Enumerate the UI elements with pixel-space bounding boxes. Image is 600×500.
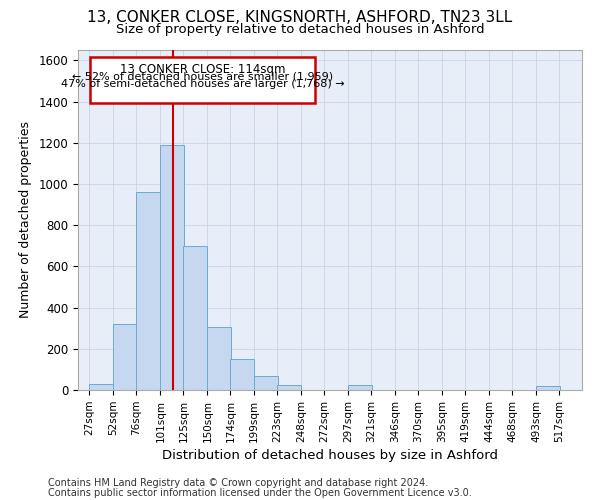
Text: 13 CONKER CLOSE: 114sqm: 13 CONKER CLOSE: 114sqm — [120, 63, 286, 76]
Text: Contains public sector information licensed under the Open Government Licence v3: Contains public sector information licen… — [48, 488, 472, 498]
Bar — [536, 386, 560, 390]
Bar — [89, 384, 113, 390]
Bar — [113, 324, 137, 390]
Bar — [348, 385, 372, 390]
Bar — [208, 327, 232, 390]
Text: 13, CONKER CLOSE, KINGSNORTH, ASHFORD, TN23 3LL: 13, CONKER CLOSE, KINGSNORTH, ASHFORD, T… — [88, 10, 512, 25]
Bar — [136, 192, 160, 390]
Text: ← 52% of detached houses are smaller (1,959): ← 52% of detached houses are smaller (1,… — [72, 71, 333, 81]
Bar — [160, 145, 184, 390]
Bar — [230, 359, 254, 390]
Text: Size of property relative to detached houses in Ashford: Size of property relative to detached ho… — [116, 22, 484, 36]
Bar — [277, 385, 301, 390]
Text: 47% of semi-detached houses are larger (1,768) →: 47% of semi-detached houses are larger (… — [61, 79, 344, 89]
Bar — [184, 246, 208, 390]
Bar — [91, 57, 314, 102]
Bar — [254, 376, 278, 390]
Y-axis label: Number of detached properties: Number of detached properties — [19, 122, 32, 318]
Text: Contains HM Land Registry data © Crown copyright and database right 2024.: Contains HM Land Registry data © Crown c… — [48, 478, 428, 488]
X-axis label: Distribution of detached houses by size in Ashford: Distribution of detached houses by size … — [162, 449, 498, 462]
